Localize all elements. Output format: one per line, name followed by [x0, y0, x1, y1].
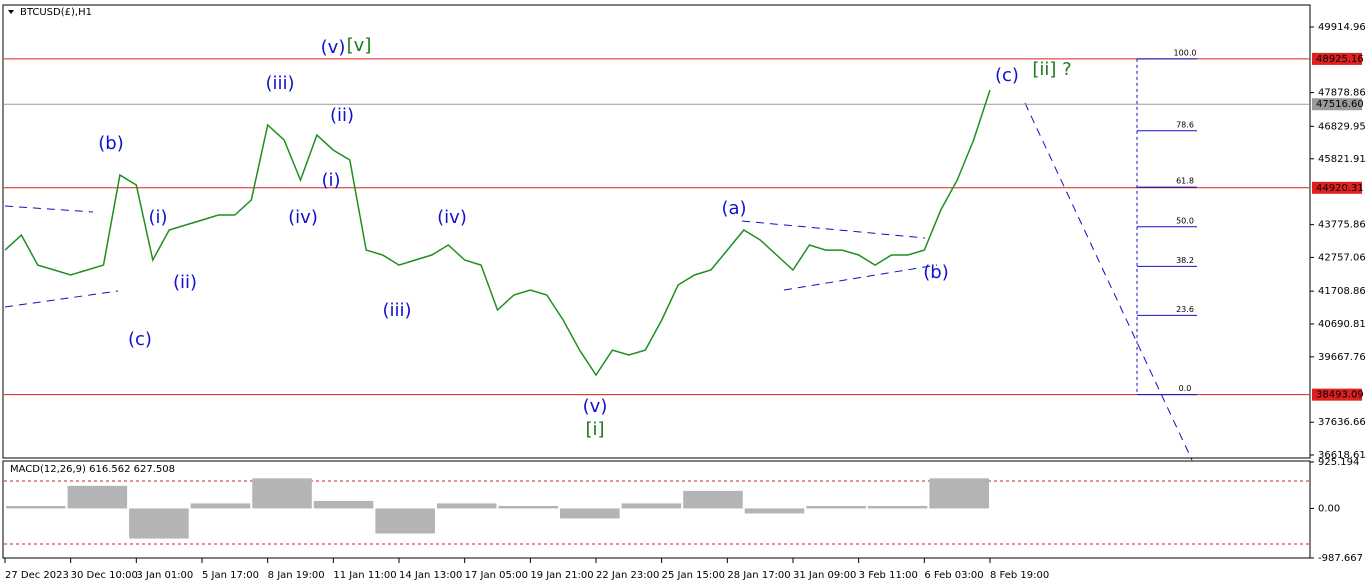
macd-bar	[190, 503, 251, 509]
wave-label: [i]	[585, 419, 604, 440]
macd-bar	[375, 508, 435, 534]
macd-bar	[436, 503, 497, 509]
wave-label: (b)	[98, 133, 123, 154]
y-tick-label: 36618.61	[1318, 450, 1366, 461]
fib-label: 38.2	[1176, 256, 1194, 265]
macd-bar	[621, 503, 682, 509]
x-tick-label: 8 Feb 19:00	[990, 570, 1049, 581]
x-tick-label: 5 Jan 17:00	[202, 570, 259, 581]
price-line	[4, 89, 991, 377]
macd-bar	[867, 505, 928, 509]
wave-label: (c)	[995, 65, 1019, 86]
fib-label: 78.6	[1176, 120, 1194, 129]
wave-label: (iii)	[382, 300, 411, 321]
x-tick-label: 3 Feb 11:00	[859, 570, 918, 581]
x-tick-label: 3 Jan 01:00	[136, 570, 193, 581]
x-tick-label: 22 Jan 23:00	[596, 570, 659, 581]
wave-label: (iv)	[288, 207, 318, 228]
wave-label: (c)	[128, 329, 152, 350]
y-tick-label: 46829.95	[1318, 121, 1366, 132]
trend-lines	[4, 102, 1193, 461]
wave-label: (ii)	[173, 272, 197, 293]
macd-bar	[6, 505, 66, 509]
fib-label: 0.0	[1179, 384, 1192, 393]
macd-bar	[560, 508, 620, 519]
x-tick-label: 17 Jan 05:00	[465, 570, 528, 581]
wave-label: (i)	[148, 207, 167, 228]
y-tick-label: -987.667	[1318, 553, 1363, 564]
wave-label: (v)	[321, 37, 346, 58]
main-frame	[2, 4, 1311, 459]
wave-label: (b)	[923, 262, 948, 283]
y-tick-label: 49914.96	[1318, 22, 1366, 33]
x-tick-label: 27 Dec 2023	[5, 570, 69, 581]
price-box-label: 44920.31	[1316, 183, 1364, 194]
y-tick-label: 43775.86	[1318, 220, 1366, 231]
fib-label: 23.6	[1176, 305, 1194, 314]
wave-label: (a)	[721, 198, 746, 219]
x-tick-label: 19 Jan 21:00	[530, 570, 593, 581]
macd-bar	[313, 500, 374, 509]
fib-label: 100.0	[1174, 48, 1197, 57]
x-tick-label: 30 Dec 10:00	[71, 570, 138, 581]
macd-frame	[2, 460, 1311, 559]
macd-bar	[67, 485, 128, 509]
price-box	[1312, 52, 1362, 65]
y-tick-label: 39667.76	[1318, 352, 1366, 363]
chart-title: BTCUSD(£),H1	[20, 7, 92, 18]
x-tick-label: 6 Feb 03:00	[924, 570, 983, 581]
price-box	[1312, 98, 1362, 111]
wave-label: (v)	[583, 396, 608, 417]
price-box	[1312, 181, 1362, 194]
y-tick-label: 37636.66	[1318, 417, 1366, 428]
macd-bar	[929, 478, 989, 509]
x-tick-label: 25 Jan 15:00	[662, 570, 725, 581]
wave-label: [v]	[347, 35, 372, 56]
macd-bar	[129, 508, 189, 539]
macd-bar	[252, 478, 312, 509]
fib-label: 50.0	[1176, 216, 1194, 225]
y-tick-label: 42757.06	[1318, 252, 1366, 263]
wave-label: (iii)	[265, 73, 294, 94]
y-tick-label: 47878.86	[1318, 88, 1366, 99]
x-tick-label: 31 Jan 09:00	[793, 570, 856, 581]
price-box	[1312, 388, 1362, 401]
y-tick-label: 40690.81	[1318, 319, 1366, 330]
macd-bar	[683, 490, 743, 509]
macd-title: MACD(12,26,9) 616.562 627.508	[10, 464, 175, 475]
macd-bar	[744, 508, 805, 514]
wave-label: (i)	[321, 170, 340, 191]
x-tick-label: 14 Jan 13:00	[399, 570, 462, 581]
y-tick-label: 45821.91	[1318, 154, 1366, 165]
y-tick-label: 0.00	[1318, 503, 1340, 514]
price-box-label: 38493.09	[1316, 390, 1364, 401]
price-box-label: 47516.60	[1316, 99, 1364, 110]
x-tick-label: 11 Jan 11:00	[333, 570, 396, 581]
menu-arrow	[8, 10, 14, 14]
y-tick-label: 925.194	[1318, 457, 1359, 468]
y-tick-label: 41708.86	[1318, 286, 1366, 297]
price-box-label: 48925.16	[1316, 54, 1364, 65]
macd-bar	[498, 505, 559, 509]
wave-label: (ii)	[330, 105, 354, 126]
wave-label: (iv)	[437, 207, 467, 228]
macd-bar	[806, 505, 866, 509]
x-tick-label: 8 Jan 19:00	[268, 570, 325, 581]
wave-label: [ii] ?	[1032, 59, 1071, 80]
fib-label: 61.8	[1176, 177, 1194, 186]
x-tick-label: 28 Jan 17:00	[727, 570, 790, 581]
